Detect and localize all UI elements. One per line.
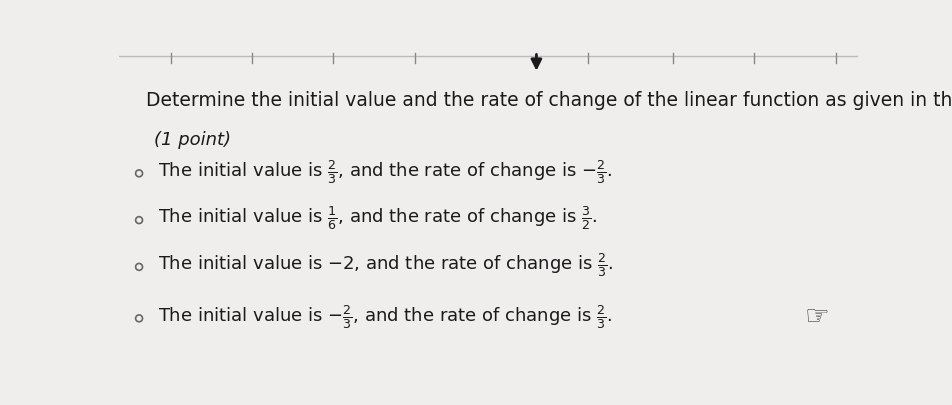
Text: The initial value is $\frac{1}{6}$, and the rate of change is $\frac{3}{2}$.: The initial value is $\frac{1}{6}$, and …	[157, 205, 596, 232]
Text: The initial value is $\frac{2}{3}$, and the rate of change is $-\frac{2}{3}$.: The initial value is $\frac{2}{3}$, and …	[157, 158, 611, 186]
Text: ☞: ☞	[803, 303, 828, 331]
Text: The initial value is $-\frac{2}{3}$, and the rate of change is $\frac{2}{3}$.: The initial value is $-\frac{2}{3}$, and…	[157, 303, 611, 331]
Text: The initial value is $-2$, and the rate of change is $\frac{2}{3}$.: The initial value is $-2$, and the rate …	[157, 252, 612, 279]
Text: (1 point): (1 point)	[153, 131, 230, 149]
Text: Determine the initial value and the rate of change of the linear function as giv: Determine the initial value and the rate…	[147, 91, 952, 110]
